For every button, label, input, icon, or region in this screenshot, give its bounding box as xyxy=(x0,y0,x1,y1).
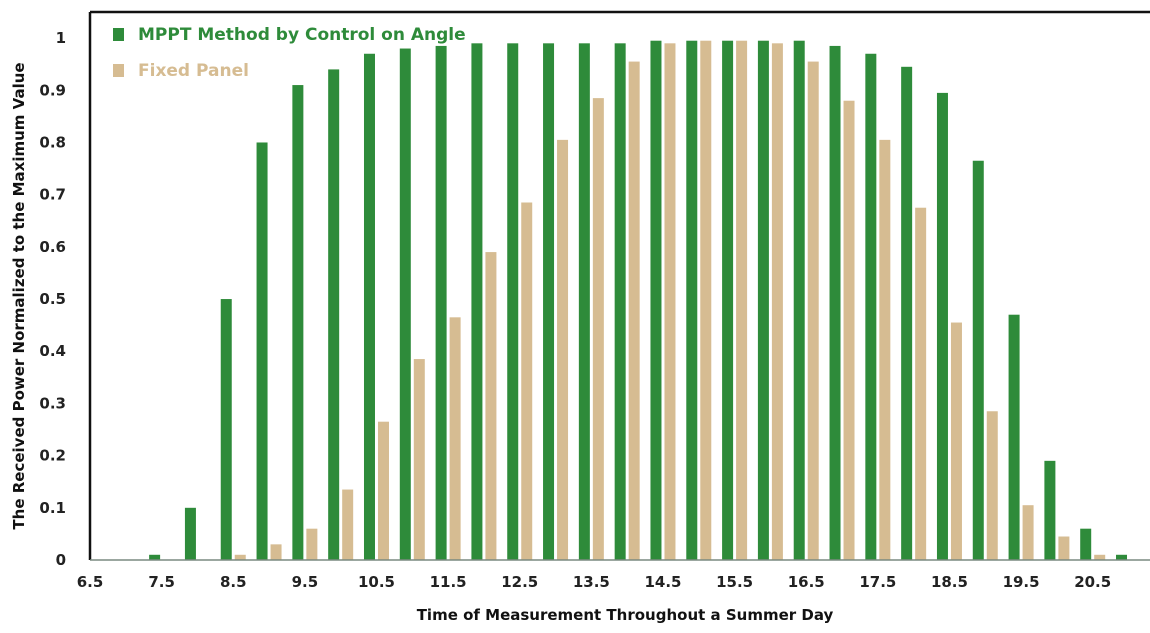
legend-swatch-mppt xyxy=(113,28,124,41)
x-tick-label: 17.5 xyxy=(859,573,896,591)
axes-layer xyxy=(88,10,1150,561)
bar-mppt-11 xyxy=(507,43,519,561)
bar-mppt-26 xyxy=(1044,460,1056,560)
bar-mppt-12 xyxy=(543,43,555,561)
bar-fixed-panel-6 xyxy=(342,489,354,560)
x-tick-labels: 6.5 7.5 8.5 9.5 10.5 11.5 12.5 13.5 14.5 15.5 16.5… xyxy=(77,573,1111,591)
bar-fixed-panel-18 xyxy=(771,43,783,561)
x-tick-label: 19.5 xyxy=(1003,573,1040,591)
bar-fixed-panel-5 xyxy=(306,528,318,560)
bar-mppt-4 xyxy=(256,142,268,560)
bar-mppt-16 xyxy=(686,40,698,560)
x-axis-title: Time of Measurement Throughout a Summer … xyxy=(417,606,834,624)
legend-item-mppt: MPPT Method by Control on Angle xyxy=(113,25,466,45)
bar-mppt-24 xyxy=(972,160,984,560)
bar-fixed-panel-22 xyxy=(915,207,927,560)
bar-fixed-panel-4 xyxy=(270,544,282,560)
y-tick-label: 0.4 xyxy=(39,342,66,360)
bar-fixed-panel-25 xyxy=(1022,505,1034,560)
legend-label-fixed-panel: Fixed Panel xyxy=(138,61,249,81)
x-tick-label: 13.5 xyxy=(573,573,610,591)
x-tick-label: 12.5 xyxy=(501,573,538,591)
x-tick-label: 16.5 xyxy=(788,573,825,591)
bar-fixed-panel-19 xyxy=(807,61,819,560)
y-tick-label: 1 xyxy=(56,29,66,47)
bar-mppt-10 xyxy=(471,43,483,561)
bar-mppt-28 xyxy=(1116,554,1128,560)
bar-mppt-18 xyxy=(757,40,769,560)
bar-fixed-panel-24 xyxy=(986,411,998,560)
y-tick-label: 0 xyxy=(56,551,66,569)
bar-mppt-3 xyxy=(220,299,232,560)
bar-mppt-5 xyxy=(292,85,304,561)
bar-fixed-panel-13 xyxy=(592,98,604,560)
legend-swatch-fixed-panel xyxy=(113,64,124,77)
bar-fixed-panel-9 xyxy=(449,317,461,560)
bar-mppt-17 xyxy=(722,40,734,560)
bar-fixed-panel-21 xyxy=(879,139,891,560)
y-tick-label: 0.9 xyxy=(39,81,66,99)
bar-mppt-13 xyxy=(578,43,590,561)
x-tick-label: 10.5 xyxy=(358,573,395,591)
bar-fixed-panel-26 xyxy=(1058,536,1070,560)
bar-mppt-7 xyxy=(363,53,375,560)
bar-mppt-25 xyxy=(1008,314,1020,560)
x-tick-label: 11.5 xyxy=(430,573,467,591)
x-tick-label: 18.5 xyxy=(931,573,968,591)
x-tick-label: 9.5 xyxy=(292,573,319,591)
bar-mppt-6 xyxy=(328,69,340,561)
bar-fixed-panel-16 xyxy=(700,40,712,560)
bar-fixed-panel-17 xyxy=(736,40,748,560)
bar-fixed-panel-8 xyxy=(413,359,425,560)
bar-mppt-9 xyxy=(435,45,447,560)
y-tick-labels: 0 0.1 0.2 0.3 0.4 0.5 0.6 0.7 0.8 0.9 1 xyxy=(39,29,66,569)
legend: MPPT Method by Control on Angle Fixed Pa… xyxy=(113,25,466,81)
bar-fixed-panel-27 xyxy=(1094,554,1106,560)
bar-fixed-panel-10 xyxy=(485,252,497,561)
bar-fixed-panel-3 xyxy=(234,554,246,560)
bars-layer xyxy=(149,40,1128,561)
x-tick-label: 15.5 xyxy=(716,573,753,591)
x-tick-label: 20.5 xyxy=(1074,573,1111,591)
bar-mppt-15 xyxy=(650,40,662,560)
bar-fixed-panel-11 xyxy=(521,202,533,560)
bar-fixed-panel-15 xyxy=(664,43,676,561)
y-tick-label: 0.8 xyxy=(39,133,66,151)
bar-mppt-2 xyxy=(184,507,196,560)
y-tick-label: 0.2 xyxy=(39,447,66,465)
y-tick-label: 0.5 xyxy=(39,290,66,308)
y-axis-title: The Received Power Normalized to the Max… xyxy=(10,62,28,529)
bar-fixed-panel-12 xyxy=(557,139,569,560)
bar-fixed-panel-23 xyxy=(950,322,962,560)
x-tick-label: 14.5 xyxy=(644,573,681,591)
bar-fixed-panel-14 xyxy=(628,61,640,560)
bar-fixed-panel-7 xyxy=(377,421,389,560)
x-tick-label: 7.5 xyxy=(148,573,175,591)
x-tick-label: 8.5 xyxy=(220,573,247,591)
bar-mppt-8 xyxy=(399,48,411,561)
legend-label-mppt: MPPT Method by Control on Angle xyxy=(138,25,466,45)
bar-mppt-27 xyxy=(1080,528,1092,560)
bar-mppt-14 xyxy=(614,43,626,561)
legend-item-fixed-panel: Fixed Panel xyxy=(113,61,249,81)
bar-mppt-21 xyxy=(865,53,877,560)
x-tick-label: 6.5 xyxy=(77,573,104,591)
y-tick-label: 0.6 xyxy=(39,238,66,256)
bar-mppt-22 xyxy=(901,66,913,561)
y-tick-label: 0.3 xyxy=(39,394,66,412)
bar-mppt-19 xyxy=(793,40,805,560)
bar-mppt-23 xyxy=(936,92,948,561)
bar-mppt-1 xyxy=(149,554,161,560)
y-tick-label: 0.7 xyxy=(39,186,66,204)
bar-mppt-20 xyxy=(829,45,841,560)
y-tick-label: 0.1 xyxy=(39,499,66,517)
bar-fixed-panel-20 xyxy=(843,100,855,560)
